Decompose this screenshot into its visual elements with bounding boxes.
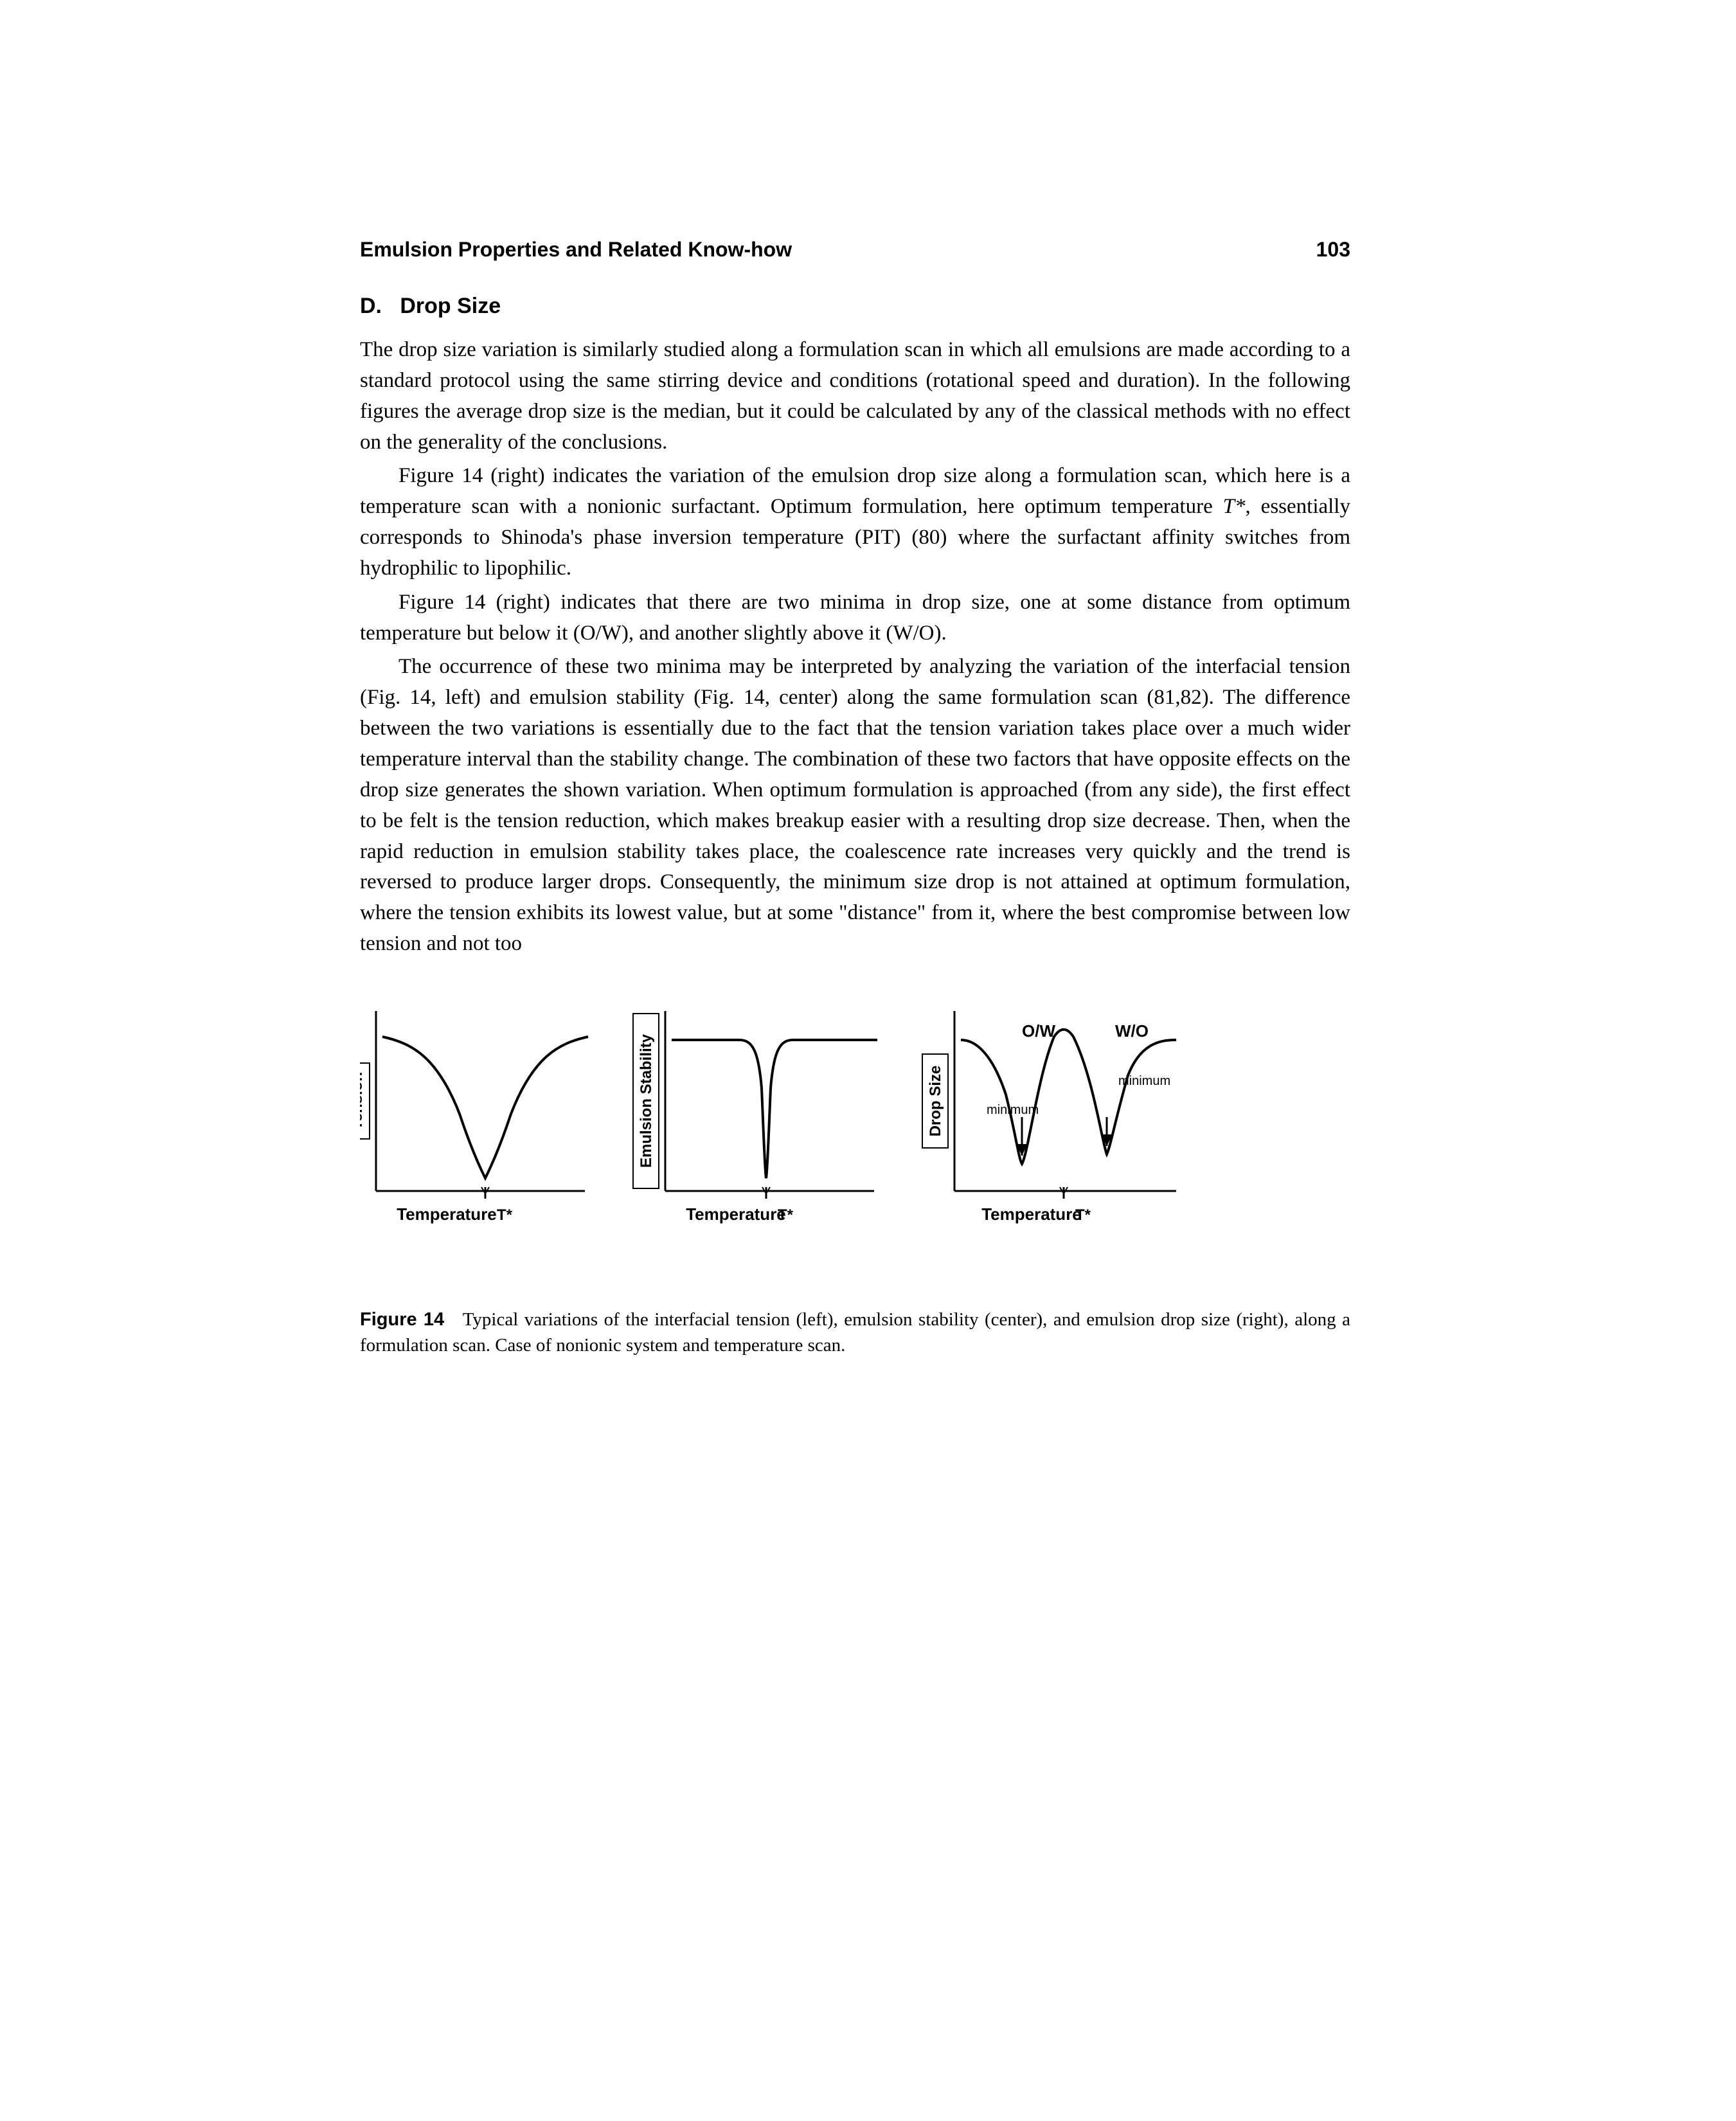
figure-caption: Figure 14 Typical variations of the inte… — [360, 1307, 1350, 1359]
svg-text:Temperature: Temperature — [397, 1204, 497, 1224]
svg-text:Tension: Tension — [360, 1072, 366, 1130]
svg-text:T*: T* — [497, 1206, 513, 1224]
page-number: 103 — [1316, 238, 1350, 262]
caption-text: Typical variations of the interfacial te… — [360, 1309, 1350, 1356]
svg-text:O/W: O/W — [1022, 1021, 1055, 1041]
svg-text:Emulsion Stability: Emulsion Stability — [638, 1034, 655, 1168]
paragraph-4: The occurrence of these two minima may b… — [360, 652, 1350, 959]
paragraph-2: Figure 14 (right) indicates the variatio… — [360, 461, 1350, 584]
figure-svg: TensionTemperatureT*Emulsion StabilityTe… — [360, 1005, 1195, 1281]
svg-text:T*: T* — [778, 1206, 794, 1224]
paragraph-1: The drop size variation is similarly stu… — [360, 335, 1350, 458]
section-label: D. — [360, 294, 382, 318]
svg-text:T*: T* — [1075, 1206, 1091, 1224]
svg-text:W/O: W/O — [1115, 1021, 1149, 1041]
svg-text:Temperature: Temperature — [981, 1204, 1082, 1224]
svg-text:Drop Size: Drop Size — [927, 1066, 944, 1137]
figure-14: TensionTemperatureT*Emulsion StabilityTe… — [360, 1005, 1350, 1281]
t-star-symbol: T* — [1223, 495, 1246, 518]
running-header: Emulsion Properties and Related Know-how… — [360, 238, 1350, 262]
section-title: Drop Size — [400, 294, 501, 318]
paragraph-3: Figure 14 (right) indicates that there a… — [360, 587, 1350, 649]
section-heading: D. Drop Size — [360, 294, 1350, 319]
svg-text:minimum: minimum — [987, 1103, 1039, 1117]
caption-label: Figure 14 — [360, 1309, 444, 1330]
svg-text:Temperature: Temperature — [686, 1204, 786, 1224]
running-head-text: Emulsion Properties and Related Know-how — [360, 238, 792, 262]
svg-text:minimum: minimum — [1118, 1074, 1170, 1088]
